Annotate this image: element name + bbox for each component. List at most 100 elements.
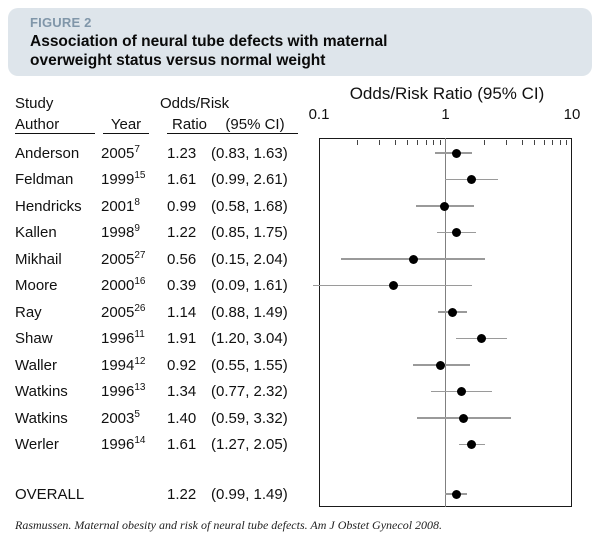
reference-superscript: 14 (134, 435, 146, 446)
reference-superscript: 15 (134, 170, 146, 181)
forest-point (451, 489, 461, 499)
column-header-ci: (95% CI) (212, 116, 298, 134)
citation-text: Rasmussen. Maternal obesity and risk of … (15, 518, 443, 532)
study-year-cell: 199613 (101, 382, 146, 401)
table-row: Waller 199412 0.92 (0.55, 1.55) (15, 352, 310, 379)
study-year-cell: 200016 (101, 276, 146, 295)
reference-superscript: 26 (134, 302, 146, 314)
study-ci-cell: (0.99, 2.61) (211, 171, 288, 188)
study-year-cell: 200526 (101, 302, 146, 321)
forest-point (448, 307, 458, 317)
forest-point (457, 387, 467, 396)
study-author-cell: Mikhail (15, 250, 62, 268)
study-ci-cell: (0.83, 1.63) (211, 144, 288, 162)
study-author-cell: Watkins (15, 383, 68, 400)
study-author-cell: Feldman (15, 171, 74, 188)
axis-minor-tick (566, 139, 568, 145)
study-year-cell: 20035 (101, 408, 140, 427)
study-ratio-cell: 1.23 (167, 144, 197, 162)
study-ratio-cell: 1.34 (167, 383, 197, 400)
study-author-cell: Anderson (15, 144, 80, 162)
column-header-odds-risk: Odds/Risk (160, 95, 230, 112)
axis-minor-tick (379, 139, 381, 145)
axis-minor-tick (357, 139, 359, 145)
reference-superscript: 13 (134, 382, 146, 393)
forest-point (452, 148, 462, 158)
table-row: Ray 200526 1.14 (0.88, 1.49) (15, 299, 310, 326)
study-year-cell: 199915 (101, 170, 146, 189)
table-row: Shaw 199611 1.91 (1.20, 3.04) (15, 325, 310, 352)
x-axis-tick-label: 1 (441, 106, 450, 123)
table-row: Watkins 199613 1.34 (0.77, 2.32) (15, 378, 310, 405)
forest-point (389, 281, 399, 290)
study-ci-cell: (0.55, 1.55) (211, 356, 288, 374)
study-ci-cell: (0.85, 1.75) (211, 224, 288, 241)
study-year-cell: 19989 (101, 223, 140, 242)
study-year-cell: 20018 (101, 196, 140, 215)
axis-minor-tick (439, 139, 441, 145)
study-ratio-cell: 1.40 (167, 409, 197, 427)
axis-minor-tick (407, 139, 409, 145)
study-ci-cell: (0.88, 1.49) (211, 303, 288, 321)
study-ratio-cell: 1.14 (167, 303, 197, 321)
study-ci-cell: (0.77, 2.32) (211, 383, 288, 400)
axis-minor-tick (483, 139, 485, 145)
reference-superscript: 16 (134, 276, 146, 287)
axis-minor-tick (433, 139, 435, 145)
axis-minor-tick (543, 139, 545, 145)
table-row: Hendricks 20018 0.99 (0.58, 1.68) (15, 193, 310, 220)
reference-superscript: 12 (134, 355, 146, 367)
column-header-ratio: Ratio (167, 116, 212, 134)
reference-superscript: 27 (134, 249, 146, 261)
axis-minor-tick (559, 139, 561, 145)
study-ci-cell: (1.27, 2.05) (211, 436, 288, 453)
x-axis-tick-label: 10 (563, 106, 581, 123)
study-ratio-cell: 0.56 (167, 250, 197, 268)
forest-point (476, 334, 486, 343)
reference-superscript: 9 (134, 223, 140, 234)
axis-minor-tick (521, 139, 523, 145)
table-row: Watkins 20035 1.40 (0.59, 3.32) (15, 405, 310, 432)
column-header-author: Author (15, 116, 95, 134)
axis-minor-tick (533, 139, 535, 145)
forest-point (467, 175, 477, 184)
study-year-cell: 200527 (101, 249, 146, 268)
study-ratio-cell: 0.99 (167, 197, 197, 215)
study-ci-cell: (0.58, 1.68) (211, 197, 288, 215)
table-row: Werler 199614 1.61 (1.27, 2.05) (15, 431, 310, 458)
forest-point (440, 201, 450, 211)
study-author-cell: OVERALL (15, 485, 85, 503)
study-ci-cell: (0.09, 1.61) (211, 277, 288, 294)
study-year-cell: 199614 (101, 435, 146, 454)
figure-number-label: FIGURE 2 (30, 15, 92, 30)
figure-title-line-1: Association of neural tube defects with … (30, 33, 388, 50)
table-row: Kallen 19989 1.22 (0.85, 1.75) (15, 219, 310, 246)
figure-header: FIGURE 2 Association of neural tube defe… (8, 8, 592, 76)
column-header-year: Year (103, 116, 149, 134)
study-year-cell: 199611 (101, 329, 145, 348)
study-ratio-cell: 0.92 (167, 356, 197, 374)
study-ci-cell: (0.15, 2.04) (211, 250, 288, 268)
study-ratio-cell: 1.91 (167, 330, 197, 347)
reference-line-x1 (445, 138, 446, 507)
study-ratio-cell: 1.22 (167, 224, 197, 241)
study-author-cell: Moore (15, 277, 58, 294)
study-ci-cell: (1.20, 3.04) (211, 330, 288, 347)
study-ratio-cell: 1.61 (167, 171, 197, 188)
reference-superscript: 8 (134, 196, 140, 208)
forest-point (451, 228, 461, 237)
axis-minor-tick (552, 139, 554, 145)
axis-minor-tick (425, 139, 427, 145)
study-author-cell: Shaw (15, 330, 53, 347)
study-author-cell: Watkins (15, 409, 68, 427)
study-author-cell: Kallen (15, 224, 57, 241)
study-ratio-cell: 0.39 (167, 277, 197, 294)
reference-superscript: 7 (134, 143, 140, 155)
axis-minor-tick (395, 139, 397, 145)
study-year-cell: 20057 (101, 143, 140, 162)
table-row: Mikhail 200527 0.56 (0.15, 2.04) (15, 246, 310, 273)
column-header-study: Study (15, 95, 54, 112)
plot-title: Odds/Risk Ratio (95% CI) (349, 84, 545, 103)
study-author-cell: Hendricks (15, 197, 82, 215)
